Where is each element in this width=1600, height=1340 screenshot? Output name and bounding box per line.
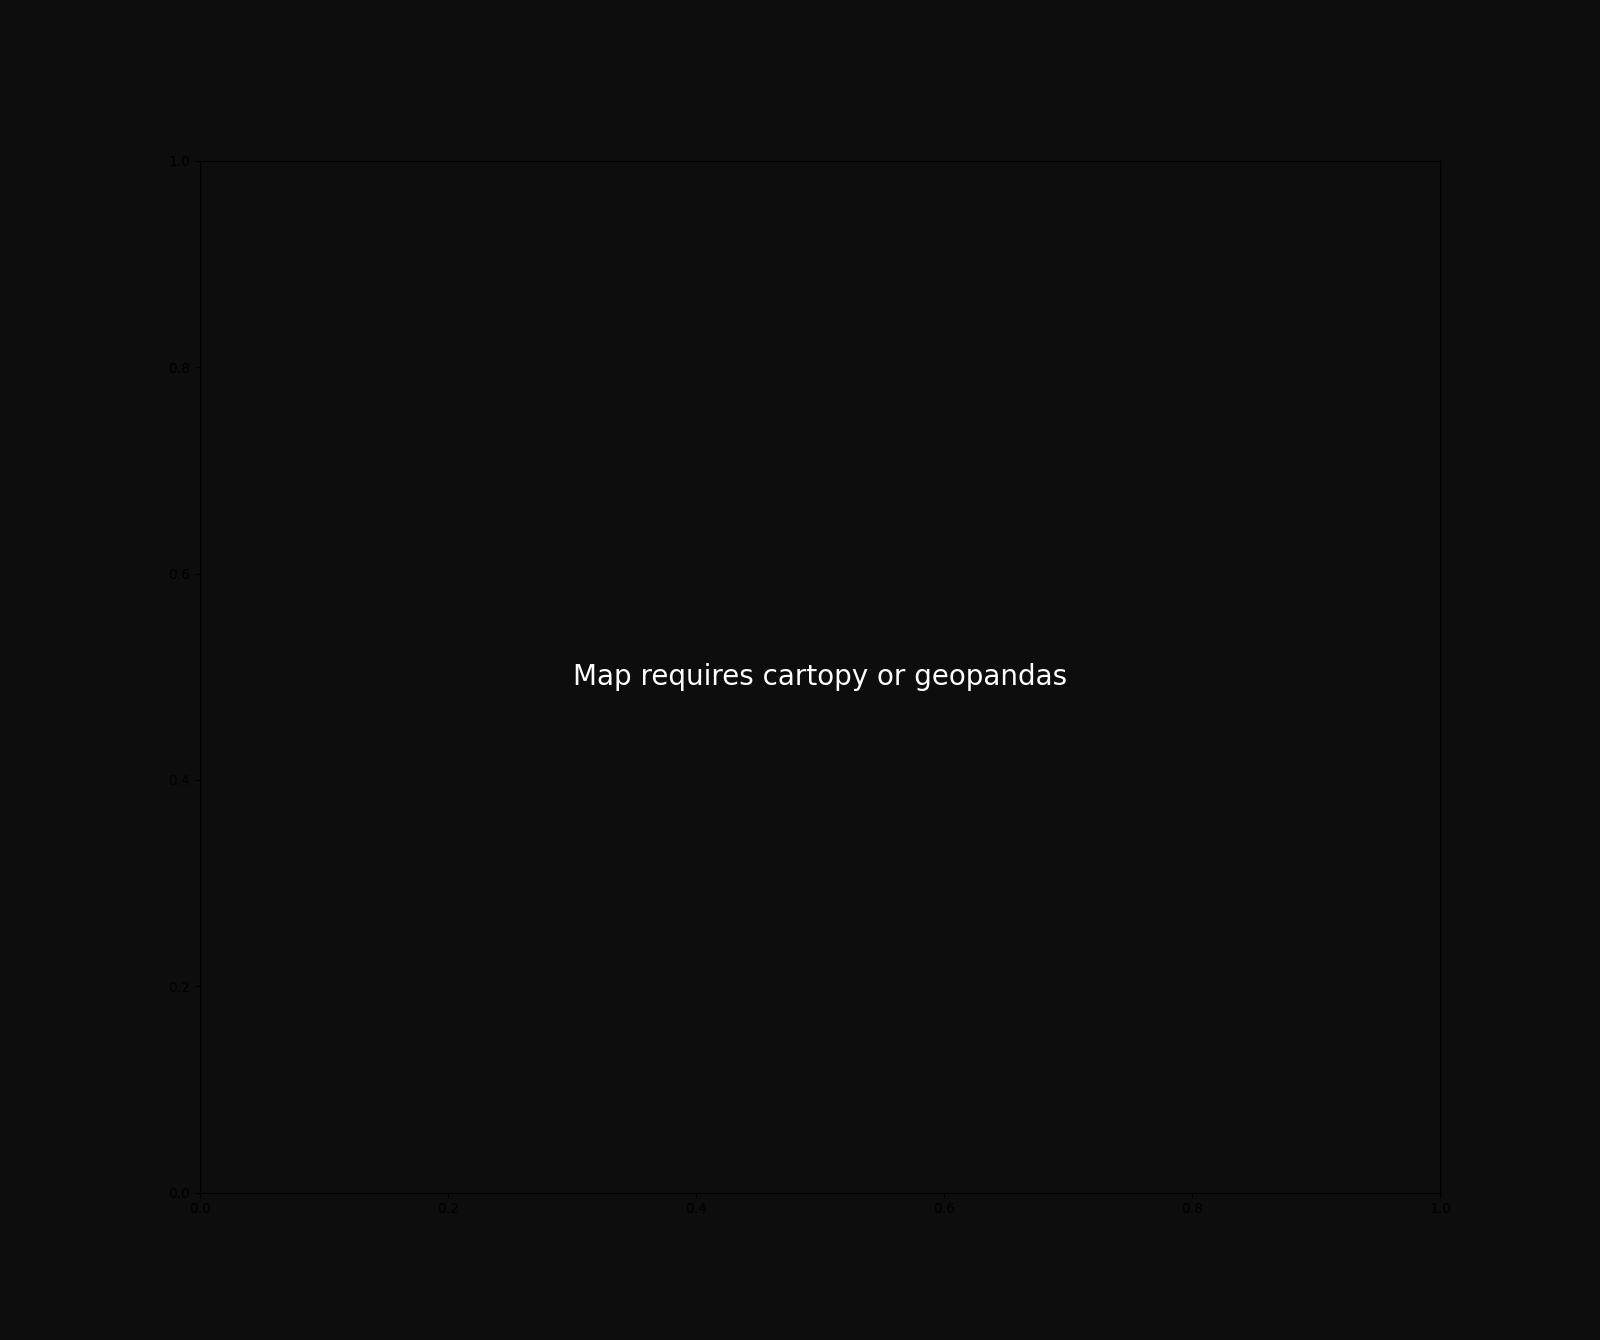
Text: Map requires cartopy or geopandas: Map requires cartopy or geopandas <box>573 663 1067 690</box>
